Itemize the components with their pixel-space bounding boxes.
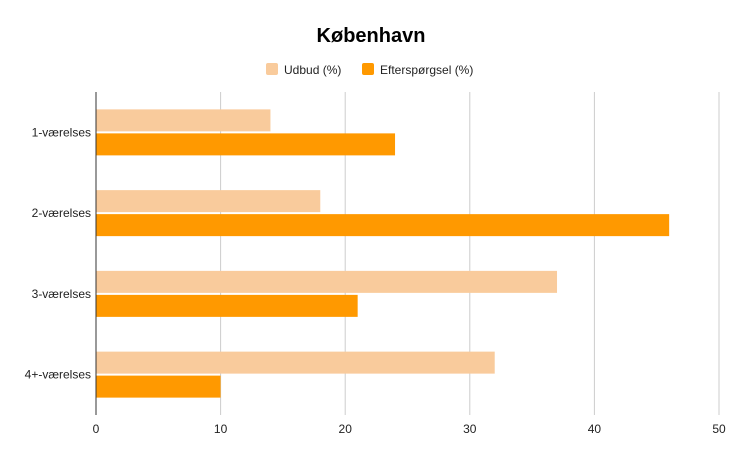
y-category-label: 4+-værelses [25, 368, 91, 382]
bar-udbud [96, 351, 495, 374]
bar-udbud [96, 190, 321, 213]
tick-labels: 0 10 20 30 40 50 1-værelses 2-værelses 3-værelse… [25, 125, 726, 436]
x-tick-label: 30 [463, 422, 477, 436]
bar-efterspoergsel [96, 133, 396, 156]
bar-efterspoergsel [96, 294, 358, 317]
chart-title: København [317, 25, 426, 47]
legend-label-udbud: Udbud (%) [284, 63, 341, 77]
legend-swatch-udbud [266, 63, 278, 75]
x-tick-label: 40 [588, 422, 602, 436]
x-tick-label: 20 [339, 422, 353, 436]
y-category-label: 1-værelses [32, 125, 91, 139]
legend: Udbud (%) Efterspørgsel (%) [266, 63, 473, 77]
bar-efterspoergsel [96, 214, 670, 237]
bar-udbud [96, 109, 271, 132]
x-tick-label: 0 [93, 422, 100, 436]
legend-label-efterspoergsel: Efterspørgsel (%) [380, 63, 473, 77]
bar-efterspoergsel [96, 375, 221, 398]
bars [96, 109, 670, 398]
legend-swatch-efterspoergsel [362, 63, 374, 75]
bar-udbud [96, 270, 558, 293]
x-tick-label: 10 [214, 422, 228, 436]
x-tick-label: 50 [712, 422, 726, 436]
y-category-label: 3-værelses [32, 287, 91, 301]
y-category-label: 2-værelses [32, 206, 91, 220]
